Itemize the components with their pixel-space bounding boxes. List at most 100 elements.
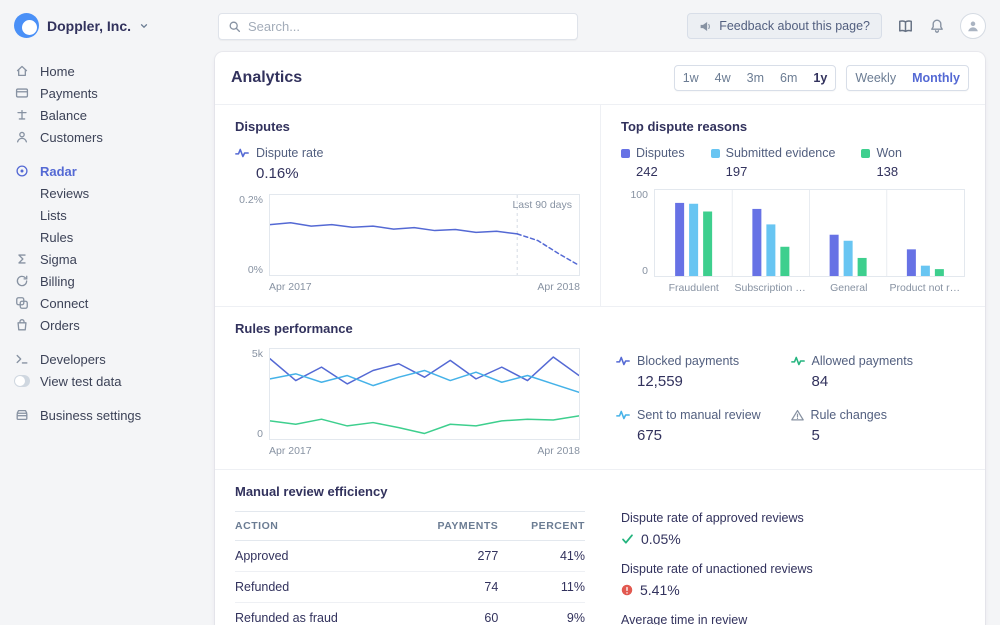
rules-plot [269, 348, 580, 440]
cell-action: Refunded [235, 572, 401, 603]
legend-label: Submitted evidence [726, 146, 836, 160]
dispute-reasons-title: Top dispute reasons [621, 119, 965, 134]
search-bar[interactable] [218, 13, 578, 40]
sidebar-item-business-settings[interactable]: Business settings [0, 404, 215, 426]
dispute-rate-label: Dispute rate [256, 146, 323, 160]
legend-swatch [861, 149, 870, 158]
rules-stats: Blocked payments 12,559 Allowed payments… [616, 348, 965, 457]
avatar-icon [966, 19, 980, 33]
sidebar-label: Billing [40, 274, 75, 289]
rules-performance-title: Rules performance [235, 321, 965, 336]
toggle-icon [14, 375, 30, 387]
sidebar-item-payments[interactable]: Payments [0, 82, 215, 104]
time-controls: 1w 4w 3m 6m 1y Weekly Monthly [674, 65, 969, 91]
category-label: Product not recei... [888, 282, 966, 294]
org-name: Doppler, Inc. [47, 18, 131, 34]
dispute-reasons-bar-chart [655, 190, 964, 276]
sidebar-label: Rules [40, 230, 73, 245]
table-row: Approved 277 41% [235, 541, 585, 572]
table-header-row: Action Payments Percent [235, 512, 585, 541]
range-6m[interactable]: 6m [772, 66, 805, 90]
range-selector: 1w 4w 3m 6m 1y [674, 65, 837, 91]
pulse-icon [616, 409, 630, 421]
pulse-icon [791, 355, 805, 367]
sidebar-divider [0, 148, 215, 160]
range-4w[interactable]: 4w [707, 66, 739, 90]
sidebar-item-rules[interactable]: Rules [0, 226, 215, 248]
legend-won: Won 138 [861, 146, 901, 179]
y-min-label: 0 [257, 428, 263, 440]
y-max-label: 5k [252, 348, 263, 360]
sidebar-label: Reviews [40, 186, 89, 201]
period-monthly[interactable]: Monthly [904, 66, 968, 90]
sidebar-label: Sigma [40, 252, 77, 267]
org-switcher[interactable]: Doppler, Inc. [14, 13, 149, 38]
sidebar-item-sigma[interactable]: Sigma [0, 248, 215, 270]
topbar-actions: Feedback about this page? [687, 0, 986, 52]
sidebar-item-balance[interactable]: Balance [0, 104, 215, 126]
stat-approved-dispute-rate: Dispute rate of approved reviews 0.05% [621, 511, 813, 547]
docs-button[interactable] [897, 18, 914, 35]
cell-payments: 277 [401, 541, 499, 572]
sidebar-item-customers[interactable]: Customers [0, 126, 215, 148]
sidebar-label: Lists [40, 208, 67, 223]
rules-performance-line-chart [270, 349, 579, 439]
sidebar-item-developers[interactable]: Developers [0, 348, 215, 370]
dispute-rate-value: 0.16% [256, 165, 580, 182]
stat-label: Sent to manual review [637, 408, 761, 422]
sidebar-item-lists[interactable]: Lists [0, 204, 215, 226]
pulse-icon [235, 147, 249, 159]
period-weekly[interactable]: Weekly [847, 66, 904, 90]
manual-review-title: Manual review efficiency [235, 484, 965, 499]
sidebar-item-billing[interactable]: Billing [0, 270, 215, 292]
sidebar-item-connect[interactable]: Connect [0, 292, 215, 314]
search-input[interactable] [248, 19, 568, 34]
shopping-bag-icon [14, 318, 30, 332]
stat-value: 0.05% [641, 531, 681, 547]
megaphone-icon [699, 20, 712, 33]
period-selector: Weekly Monthly [846, 65, 969, 91]
sigma-icon [14, 252, 30, 266]
range-1w[interactable]: 1w [675, 66, 707, 90]
sidebar-divider [0, 336, 215, 348]
sidebar-item-home[interactable]: Home [0, 60, 215, 82]
cell-action: Refunded as fraud [235, 603, 401, 625]
sidebar-label: Orders [40, 318, 80, 333]
bell-icon [929, 18, 945, 34]
page-title: Analytics [231, 69, 302, 87]
sidebar-item-radar[interactable]: Radar [0, 160, 215, 182]
legend-swatch [711, 149, 720, 158]
notifications-button[interactable] [929, 18, 945, 34]
x-end-label: Apr 2018 [537, 445, 580, 457]
range-3m[interactable]: 3m [739, 66, 772, 90]
radar-icon [14, 164, 30, 178]
cell-percent: 41% [498, 541, 585, 572]
topbar: Doppler, Inc. Feedback about this page? [0, 0, 1000, 52]
stat-label: Dispute rate of approved reviews [621, 511, 813, 525]
rules-chart-block: 5k 0 Apr 2017 Apr 2018 [235, 348, 580, 457]
rules-x-axis: Apr 2017 Apr 2018 [269, 445, 580, 457]
reasons-category-labels: Fraudulent Subscription canc... General … [655, 282, 965, 294]
stat-value: 5.41% [640, 582, 680, 598]
sidebar-label: View test data [40, 374, 121, 389]
refresh-icon [14, 274, 30, 288]
manual-review-section: Manual review efficiency Action Payments… [215, 470, 985, 625]
person-icon [14, 130, 30, 144]
view-test-data-toggle[interactable]: View test data [0, 370, 215, 392]
sidebar-label: Customers [40, 130, 103, 145]
sidebar-label: Balance [40, 108, 87, 123]
legend-swatch [621, 149, 630, 158]
sidebar-item-reviews[interactable]: Reviews [0, 182, 215, 204]
account-menu-button[interactable] [960, 13, 986, 39]
last-90-days-annotation: Last 90 days [512, 199, 572, 211]
stat-allowed-payments: Allowed payments 84 [791, 354, 966, 390]
sidebar-item-orders[interactable]: Orders [0, 314, 215, 336]
scale-icon [14, 108, 30, 122]
stat-rule-changes: Rule changes 5 [791, 408, 966, 444]
feedback-button[interactable]: Feedback about this page? [687, 13, 882, 39]
manual-review-table: Action Payments Percent Approved 277 41%… [235, 511, 585, 625]
range-1y[interactable]: 1y [805, 66, 835, 90]
disputes-y-axis: 0.2% 0% [235, 194, 263, 276]
sidebar-label: Payments [40, 86, 98, 101]
stat-value: 12,559 [637, 373, 791, 390]
